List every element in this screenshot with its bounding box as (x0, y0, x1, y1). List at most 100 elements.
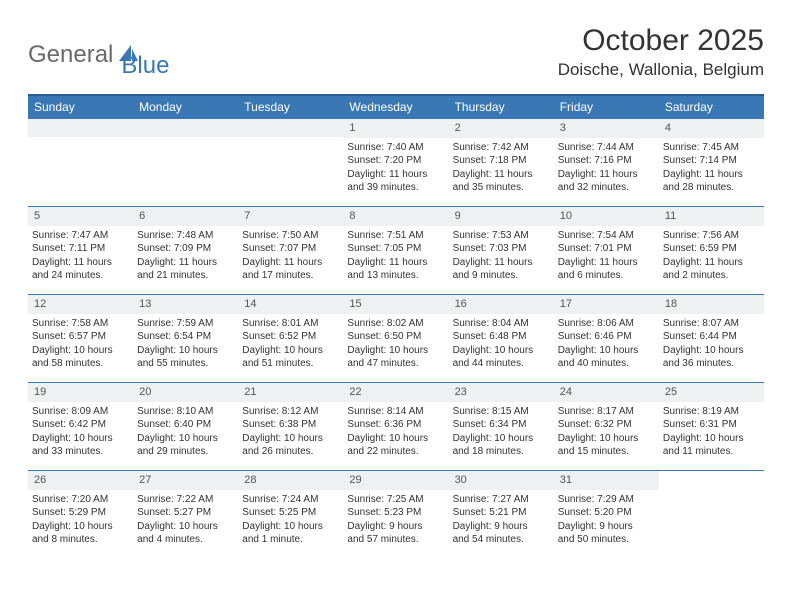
day-number-row: 18 (659, 295, 764, 314)
cell-text: Sunset: 6:31 PM (663, 418, 760, 432)
cell-text: Sunrise: 7:56 AM (663, 229, 760, 243)
cell-text: Daylight: 10 hours (242, 432, 339, 446)
day-number: 15 (349, 298, 361, 310)
cell-text: Sunrise: 7:59 AM (137, 317, 234, 331)
day-number: 11 (665, 210, 676, 222)
cell-text: Daylight: 10 hours (347, 432, 444, 446)
month-title: October 2025 (558, 24, 764, 58)
day-number-row: 16 (449, 295, 554, 314)
cell-text: Daylight: 10 hours (137, 520, 234, 534)
day-number: 2 (455, 122, 461, 134)
cell-text: and 29 minutes. (137, 445, 234, 459)
calendar-row: 19Sunrise: 8:09 AMSunset: 6:42 PMDayligh… (28, 383, 764, 471)
cell-text: and 21 minutes. (137, 269, 234, 283)
calendar-row: 12Sunrise: 7:58 AMSunset: 6:57 PMDayligh… (28, 295, 764, 383)
calendar-cell: 30Sunrise: 7:27 AMSunset: 5:21 PMDayligh… (449, 471, 554, 559)
cell-text: Sunset: 7:07 PM (242, 242, 339, 256)
cell-text: Sunrise: 7:22 AM (137, 493, 234, 507)
day-number-row: 6 (133, 207, 238, 226)
day-number-row: 20 (133, 383, 238, 402)
cell-text: Sunset: 5:29 PM (32, 506, 129, 520)
cell-text: Sunrise: 8:17 AM (558, 405, 655, 419)
day-number: 9 (455, 210, 461, 222)
day-number: 19 (34, 386, 46, 398)
day-number: 14 (244, 298, 256, 310)
calendar-cell: 26Sunrise: 7:20 AMSunset: 5:29 PMDayligh… (28, 471, 133, 559)
calendar-cell: 21Sunrise: 8:12 AMSunset: 6:38 PMDayligh… (238, 383, 343, 471)
day-number-row: 31 (554, 471, 659, 490)
calendar-cell: 25Sunrise: 8:19 AMSunset: 6:31 PMDayligh… (659, 383, 764, 471)
day-number: 13 (139, 298, 151, 310)
cell-text: Daylight: 10 hours (242, 344, 339, 358)
day-number: 28 (244, 474, 256, 486)
day-number: 29 (349, 474, 361, 486)
cell-text: Sunset: 5:27 PM (137, 506, 234, 520)
cell-text: Sunset: 6:52 PM (242, 330, 339, 344)
calendar-cell (28, 119, 133, 207)
day-number: 8 (349, 210, 355, 222)
day-number-row-empty (133, 119, 238, 137)
calendar-cell: 4Sunrise: 7:45 AMSunset: 7:14 PMDaylight… (659, 119, 764, 207)
cell-text: and 24 minutes. (32, 269, 129, 283)
calendar-cell: 20Sunrise: 8:10 AMSunset: 6:40 PMDayligh… (133, 383, 238, 471)
cell-text: Sunset: 6:54 PM (137, 330, 234, 344)
cell-text: Sunrise: 7:25 AM (347, 493, 444, 507)
cell-text: Sunrise: 7:54 AM (558, 229, 655, 243)
day-number: 25 (665, 386, 677, 398)
cell-text: Daylight: 10 hours (137, 432, 234, 446)
cell-text: Sunrise: 8:06 AM (558, 317, 655, 331)
cell-text: Sunset: 7:18 PM (453, 154, 550, 168)
cell-text: Daylight: 11 hours (242, 256, 339, 270)
calendar-row: 5Sunrise: 7:47 AMSunset: 7:11 PMDaylight… (28, 207, 764, 295)
day-number: 12 (34, 298, 46, 310)
cell-text: Daylight: 9 hours (347, 520, 444, 534)
day-number-row: 3 (554, 119, 659, 138)
cell-text: Daylight: 11 hours (663, 256, 760, 270)
day-number: 17 (560, 298, 572, 310)
cell-text: Sunset: 6:42 PM (32, 418, 129, 432)
calendar-cell: 24Sunrise: 8:17 AMSunset: 6:32 PMDayligh… (554, 383, 659, 471)
cell-text: Sunrise: 8:14 AM (347, 405, 444, 419)
calendar-cell: 1Sunrise: 7:40 AMSunset: 7:20 PMDaylight… (343, 119, 448, 207)
cell-text: Daylight: 11 hours (347, 256, 444, 270)
day-number-row-empty (238, 119, 343, 137)
cell-text: Sunset: 6:48 PM (453, 330, 550, 344)
cell-text: Sunrise: 8:01 AM (242, 317, 339, 331)
cell-text: and 58 minutes. (32, 357, 129, 371)
cell-text: Sunrise: 7:45 AM (663, 141, 760, 155)
day-number-row: 24 (554, 383, 659, 402)
cell-text: Daylight: 10 hours (32, 432, 129, 446)
cell-text: Sunset: 7:11 PM (32, 242, 129, 256)
day-number-row: 10 (554, 207, 659, 226)
calendar-cell: 23Sunrise: 8:15 AMSunset: 6:34 PMDayligh… (449, 383, 554, 471)
day-header: Sunday (28, 95, 133, 119)
day-number-row: 13 (133, 295, 238, 314)
day-number-row: 2 (449, 119, 554, 138)
day-header: Thursday (449, 95, 554, 119)
cell-text: Sunset: 7:09 PM (137, 242, 234, 256)
cell-text: Daylight: 10 hours (347, 344, 444, 358)
calendar-cell: 27 Sunrise: 7:22 AMSunset: 5:27 PMDayligh… (133, 471, 238, 559)
calendar-cell: 7Sunrise: 7:50 AMSunset: 7:07 PMDaylight… (238, 207, 343, 295)
day-header: Saturday (659, 95, 764, 119)
logo-text-general: General (28, 41, 113, 69)
calendar-row: 1Sunrise: 7:40 AMSunset: 7:20 PMDaylight… (28, 119, 764, 207)
cell-text: Sunrise: 7:47 AM (32, 229, 129, 243)
cell-text: Sunrise: 7:20 AM (32, 493, 129, 507)
cell-text: and 55 minutes. (137, 357, 234, 371)
cell-text: Sunrise: 7:40 AM (347, 141, 444, 155)
cell-text: and 22 minutes. (347, 445, 444, 459)
cell-text: Sunset: 6:36 PM (347, 418, 444, 432)
day-header: Friday (554, 95, 659, 119)
cell-text: Sunset: 7:16 PM (558, 154, 655, 168)
cell-text: and 50 minutes. (558, 533, 655, 547)
cell-text: Daylight: 11 hours (137, 256, 234, 270)
cell-text: Sunset: 7:14 PM (663, 154, 760, 168)
calendar-cell: 13Sunrise: 7:59 AMSunset: 6:54 PMDayligh… (133, 295, 238, 383)
cell-text: and 17 minutes. (242, 269, 339, 283)
cell-text: Daylight: 11 hours (558, 168, 655, 182)
day-number-row: 7 (238, 207, 343, 226)
cell-text: Sunrise: 7:27 AM (453, 493, 550, 507)
calendar-cell: 18Sunrise: 8:07 AMSunset: 6:44 PMDayligh… (659, 295, 764, 383)
day-number: 27 (139, 474, 151, 486)
